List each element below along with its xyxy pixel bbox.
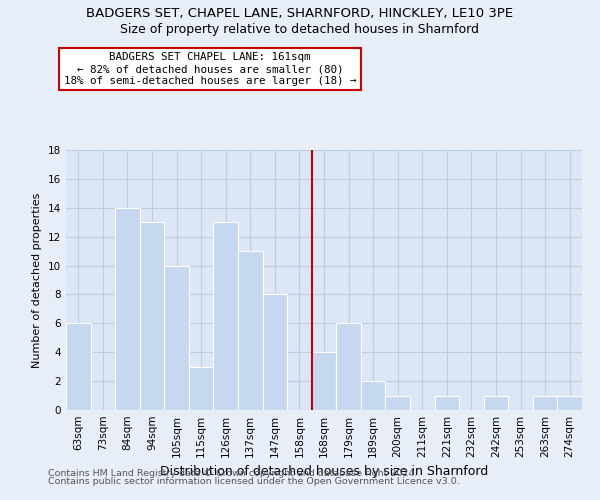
Text: BADGERS SET, CHAPEL LANE, SHARNFORD, HINCKLEY, LE10 3PE: BADGERS SET, CHAPEL LANE, SHARNFORD, HIN… (86, 8, 514, 20)
Bar (434, 396, 459, 410)
Text: Contains public sector information licensed under the Open Government Licence v3: Contains public sector information licen… (48, 477, 460, 486)
Text: Size of property relative to detached houses in Sharnford: Size of property relative to detached ho… (121, 22, 479, 36)
Bar (140, 222, 164, 410)
Y-axis label: Number of detached properties: Number of detached properties (32, 192, 43, 368)
Bar (164, 266, 189, 410)
Bar (189, 366, 214, 410)
Bar (66, 324, 91, 410)
X-axis label: Distribution of detached houses by size in Sharnford: Distribution of detached houses by size … (160, 466, 488, 478)
Text: Contains HM Land Registry data © Crown copyright and database right 2024.: Contains HM Land Registry data © Crown c… (48, 468, 418, 477)
Bar (263, 294, 287, 410)
Bar (312, 352, 336, 410)
Bar (484, 396, 508, 410)
Bar (557, 396, 582, 410)
Text: BADGERS SET CHAPEL LANE: 161sqm
← 82% of detached houses are smaller (80)
18% of: BADGERS SET CHAPEL LANE: 161sqm ← 82% of… (64, 52, 356, 86)
Bar (533, 396, 557, 410)
Bar (238, 251, 263, 410)
Bar (214, 222, 238, 410)
Bar (361, 381, 385, 410)
Bar (115, 208, 140, 410)
Bar (385, 396, 410, 410)
Bar (336, 324, 361, 410)
